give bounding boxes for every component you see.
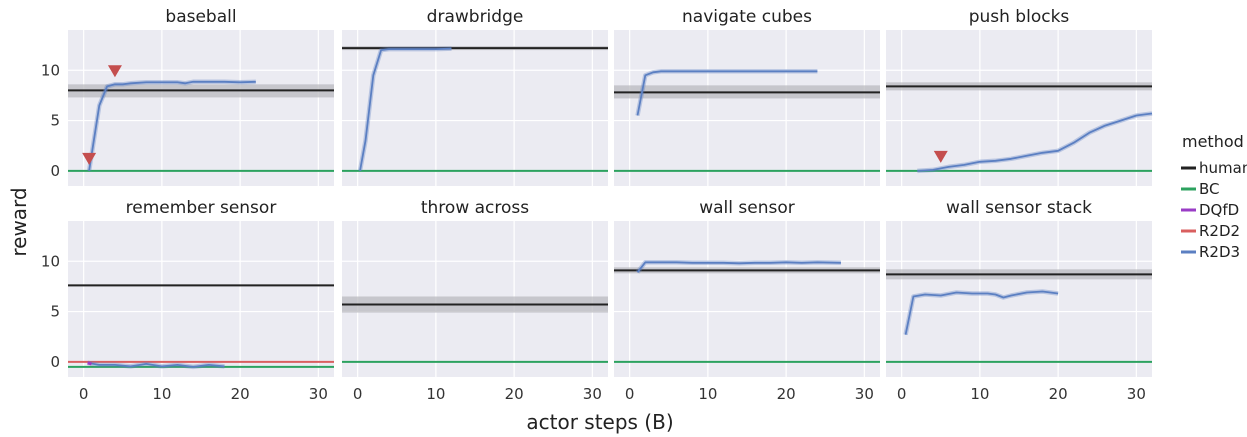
x-tick-label: 10 [152,385,171,403]
y-tick-label: 10 [41,252,60,270]
x-tick-label: 0 [625,385,635,403]
panel-title: throw across [421,198,529,218]
panel-navigate-cubes: navigate cubes [614,7,880,186]
panel-title: push blocks [969,7,1070,27]
panel-title: wall sensor stack [946,198,1092,218]
x-tick-label: 20 [505,385,524,403]
legend-title: method [1182,132,1244,151]
panel-title: baseball [165,7,236,27]
panel-throw-across: throw across 0 10 20 30 [342,198,608,403]
panel-background [68,30,334,186]
x-tick-label: 10 [970,385,989,403]
legend-entry: R2D2 [1199,222,1240,240]
y-tick-label: 10 [41,61,60,79]
panel-wall-sensor-stack: wall sensor stack 0 10 20 30 [886,198,1152,403]
x-tick-label: 20 [777,385,796,403]
y-tick-label: 5 [50,303,60,321]
x-tick-label: 10 [426,385,445,403]
panel-background [614,30,880,186]
x-tick-label: 10 [698,385,717,403]
x-tick-label: 30 [583,385,602,403]
panel-title: drawbridge [427,7,524,27]
y-tick-label: 5 [50,112,60,130]
panel-background [68,221,334,377]
panel-background [614,221,880,377]
legend-entry: human [1199,159,1247,177]
panel-drawbridge: drawbridge [342,7,608,186]
panel-title: wall sensor [699,198,795,218]
x-tick-label: 0 [353,385,363,403]
panel-title: remember sensor [126,198,277,218]
x-tick-label: 0 [79,385,89,403]
x-tick-label: 30 [309,385,328,403]
y-tick-label: 0 [50,353,60,371]
y-tick-label: 0 [50,162,60,180]
panel-remember-sensor: remember sensor 0 10 20 30 0 5 10 [41,198,334,403]
x-axis-label: actor steps (B) [526,410,673,434]
panel-push-blocks: push blocks [886,7,1152,186]
panel-baseball: baseball 0 5 10 [41,7,334,186]
x-tick-label: 30 [855,385,874,403]
legend-entry: DQfD [1199,201,1239,219]
legend: method human BC DQfD R2D2 R2D3 [1181,132,1247,261]
panel-background [886,30,1152,186]
panel-wall-sensor: wall sensor 0 10 20 30 [614,198,880,403]
legend-entry: R2D3 [1199,243,1240,261]
panel-title: navigate cubes [682,7,812,27]
x-tick-label: 30 [1127,385,1146,403]
y-axis-label: reward [7,187,31,256]
x-tick-label: 0 [897,385,907,403]
x-tick-label: 20 [231,385,250,403]
x-tick-label: 20 [1049,385,1068,403]
dqfd-line [88,363,92,364]
legend-entry: BC [1199,180,1220,198]
panel-background [886,221,1152,377]
